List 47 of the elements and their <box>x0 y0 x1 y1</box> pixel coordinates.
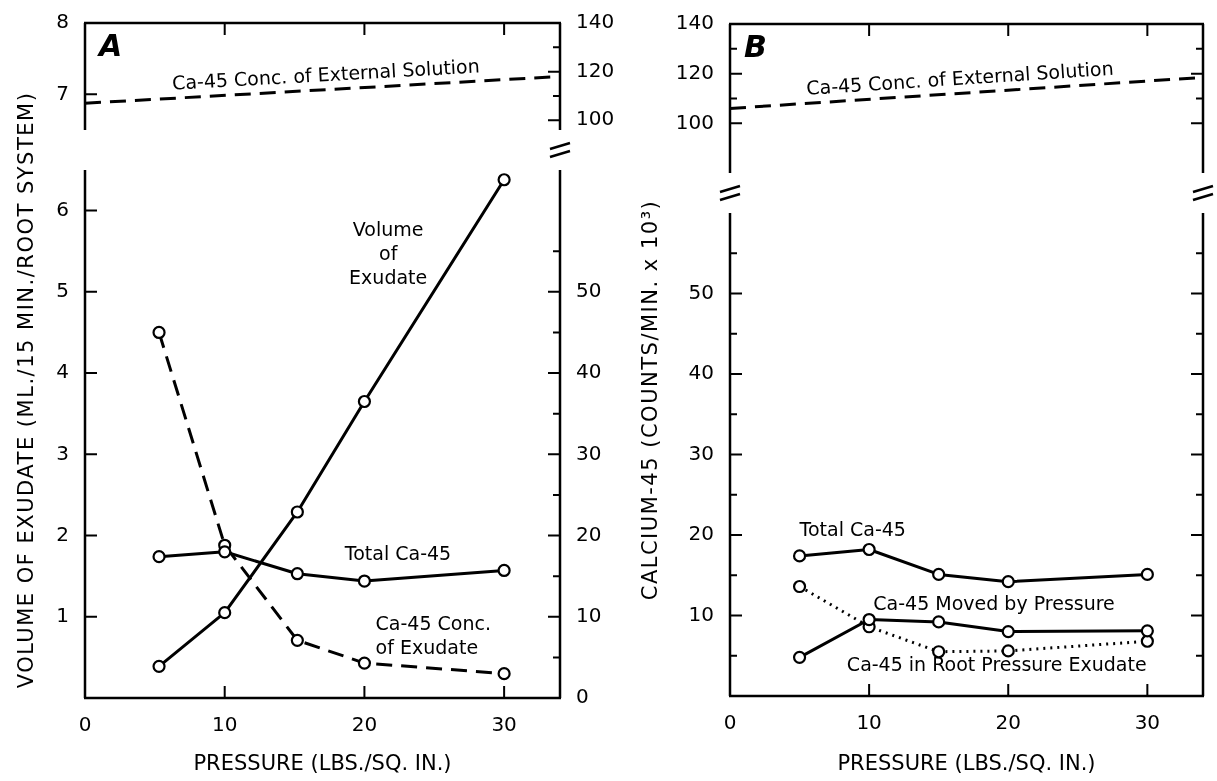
y-tick-label: 100 <box>675 109 714 134</box>
series-label: Ca-45 in Root Pressure Exudate <box>846 653 1147 676</box>
x-tick-label: 10 <box>856 710 882 735</box>
y-tick-label: 5 <box>56 278 69 303</box>
y-tick-label: 20 <box>688 521 714 546</box>
y-tick-label: 1 <box>56 602 69 627</box>
y2-tick-label: 20 <box>576 521 602 546</box>
y-tick-label: 7 <box>56 80 69 105</box>
series-label: Volume of Exudate <box>349 218 428 289</box>
y2-tick-label: 40 <box>576 359 602 384</box>
y-tick-label: 4 <box>56 359 69 384</box>
x-tick-label: 10 <box>211 712 238 737</box>
y-tick-label: 40 <box>688 360 714 385</box>
y-axis-title: CALCIUM-45 (COUNTS/MIN. x 10³) <box>638 199 662 601</box>
series-label: Total Ca-45 <box>343 541 452 564</box>
legend-label: Ca-45 Conc. of External Solution <box>171 54 481 94</box>
x-tick-label: 20 <box>995 710 1021 735</box>
y-tick-label: 8 <box>56 9 69 34</box>
y2-tick-label: 50 <box>576 278 602 303</box>
y-tick-label: 2 <box>56 521 69 546</box>
y-tick-label: 6 <box>56 196 69 221</box>
y2-tick-label: 0 <box>576 684 589 709</box>
y2-tick-label: 10 <box>576 602 602 627</box>
x-tick-label: 0 <box>723 710 737 735</box>
series-label: Ca-45 Moved by Pressure <box>873 591 1115 614</box>
y-tick-label: 120 <box>675 59 714 84</box>
y-tick-label: 30 <box>688 440 714 465</box>
series-label: Ca-45 Conc. of Exudate <box>375 612 491 659</box>
x-tick-label: 0 <box>78 712 92 737</box>
y-tick-label: 140 <box>675 10 714 35</box>
y2-tick-label: 120 <box>576 57 615 82</box>
x-tick-label: 30 <box>491 712 517 737</box>
legend-label: Ca-45 Conc. of External Solution <box>805 56 1115 99</box>
y-tick-label: 50 <box>688 279 714 304</box>
y2-tick-label: 30 <box>576 440 602 465</box>
x-axis-title: PRESSURE (LBS./SQ. IN.) <box>193 750 452 775</box>
chart-title: B <box>744 28 767 64</box>
y2-tick-label: 100 <box>576 106 615 131</box>
x-tick-label: 20 <box>351 712 378 737</box>
y-tick-label: 3 <box>56 440 69 465</box>
y-axis-title: VOLUME OF EXUDATE (ML./15 MIN./ROOT SYSTEM) <box>14 91 38 689</box>
y-tick-label: 10 <box>688 601 714 626</box>
x-axis-title: PRESSURE (LBS./SQ. IN.) <box>837 750 1096 775</box>
y2-tick-label: 140 <box>576 9 615 34</box>
series-label: Total Ca-45 <box>798 517 906 540</box>
chart-title: A <box>97 27 123 63</box>
x-tick-label: 30 <box>1134 710 1161 735</box>
